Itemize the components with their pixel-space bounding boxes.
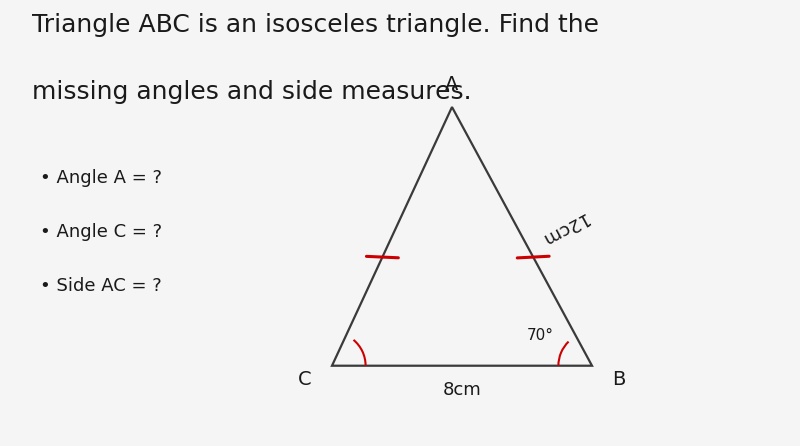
Text: missing angles and side measures.: missing angles and side measures. xyxy=(32,80,472,104)
Text: C: C xyxy=(298,370,312,389)
Text: • Angle A = ?: • Angle A = ? xyxy=(40,169,162,187)
Text: • Angle C = ?: • Angle C = ? xyxy=(40,223,162,241)
Text: A: A xyxy=(446,74,458,94)
Text: • Side AC = ?: • Side AC = ? xyxy=(40,277,162,294)
Text: B: B xyxy=(612,370,626,389)
Text: 70°: 70° xyxy=(526,328,554,343)
Text: 8cm: 8cm xyxy=(442,381,482,399)
Text: Triangle ABC is an isosceles triangle. Find the: Triangle ABC is an isosceles triangle. F… xyxy=(32,13,599,37)
Text: 12cm: 12cm xyxy=(537,208,590,248)
